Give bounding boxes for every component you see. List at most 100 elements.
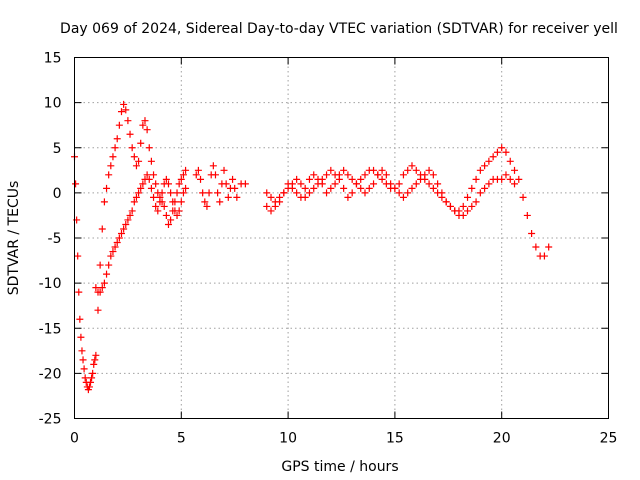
data-point [130, 198, 138, 206]
data-point [90, 360, 98, 368]
data-point [137, 184, 145, 192]
data-point [305, 175, 313, 183]
data-point [124, 117, 132, 125]
data-point [124, 216, 132, 224]
data-point [408, 162, 416, 170]
data-point [280, 189, 288, 197]
data-point [506, 157, 514, 165]
data-point [310, 171, 318, 179]
data-point [98, 284, 106, 292]
data-point [421, 171, 429, 179]
data-point [301, 193, 309, 201]
data-point [468, 202, 476, 210]
data-point [425, 180, 433, 188]
data-point [293, 189, 301, 197]
data-point [92, 284, 100, 292]
data-point [361, 171, 369, 179]
data-point [305, 189, 313, 197]
x-tick-label: 25 [600, 431, 618, 447]
data-point [263, 189, 271, 197]
data-point [498, 144, 506, 152]
data-point [472, 198, 480, 206]
data-point [540, 252, 548, 260]
data-point [370, 166, 378, 174]
x-tick-label: 20 [493, 431, 511, 447]
data-point [408, 184, 416, 192]
data-point [203, 202, 211, 210]
data-point [374, 171, 382, 179]
data-point [224, 193, 232, 201]
data-point [395, 180, 403, 188]
data-point [162, 175, 170, 183]
x-axis-label: GPS time / hours [281, 459, 398, 475]
data-point [382, 171, 390, 179]
data-point [145, 175, 153, 183]
data-point [135, 189, 143, 197]
data-point [156, 198, 164, 206]
data-point [378, 166, 386, 174]
data-point [344, 193, 352, 201]
data-point [532, 243, 540, 251]
data-point [80, 365, 88, 373]
data-point [126, 211, 134, 219]
x-tick-label: 0 [70, 431, 79, 447]
data-points [71, 100, 553, 394]
data-point [327, 166, 335, 174]
data-point [173, 189, 181, 197]
data-point [318, 175, 326, 183]
data-point [201, 198, 209, 206]
data-point [276, 198, 284, 206]
data-point [154, 207, 162, 215]
data-point [438, 189, 446, 197]
data-point [511, 180, 519, 188]
data-point [451, 207, 459, 215]
data-point [120, 225, 128, 233]
data-point [143, 171, 151, 179]
data-point [382, 180, 390, 188]
data-point [74, 252, 82, 260]
data-point [128, 207, 136, 215]
y-tick-label: -15 [39, 321, 62, 337]
data-point [94, 306, 102, 314]
data-point [370, 180, 378, 188]
data-point [429, 171, 437, 179]
data-point [192, 171, 200, 179]
data-point [135, 157, 143, 165]
chart-title: Day 069 of 2024, Sidereal Day-to-day VTE… [60, 21, 618, 37]
data-point [485, 180, 493, 188]
data-point [220, 166, 228, 174]
data-point [493, 148, 501, 156]
data-point [175, 180, 183, 188]
data-point [205, 189, 213, 197]
data-point [105, 171, 113, 179]
data-point [241, 180, 249, 188]
data-point [182, 166, 190, 174]
data-point [115, 234, 123, 242]
data-point [459, 211, 467, 219]
x-tick-label: 5 [177, 431, 186, 447]
data-point [323, 171, 331, 179]
data-point [152, 202, 160, 210]
data-point [267, 193, 275, 201]
data-point [523, 211, 531, 219]
data-point [150, 171, 158, 179]
y-tick-label: 15 [44, 51, 62, 67]
data-point [506, 175, 514, 183]
data-point [263, 202, 271, 210]
data-point [310, 184, 318, 192]
data-point [122, 220, 130, 228]
data-point [412, 166, 420, 174]
data-point [182, 184, 190, 192]
data-point [100, 198, 108, 206]
data-point [340, 184, 348, 192]
data-point [434, 180, 442, 188]
data-point [314, 180, 322, 188]
data-point [344, 171, 352, 179]
data-point [209, 162, 217, 170]
data-point [472, 175, 480, 183]
data-point [107, 252, 115, 260]
data-point [141, 117, 149, 125]
data-point [87, 378, 95, 386]
data-point [335, 175, 343, 183]
plot-area-frame [74, 57, 609, 419]
